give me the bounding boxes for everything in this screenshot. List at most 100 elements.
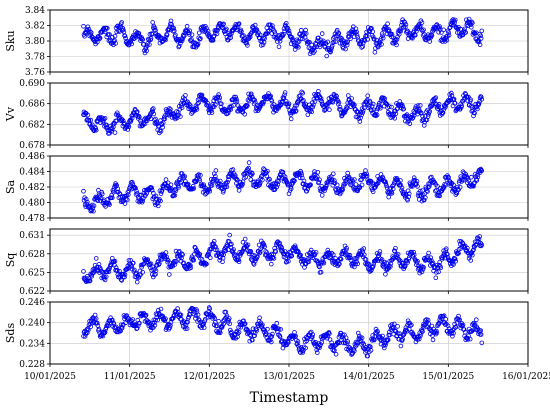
data-point [147,42,152,47]
data-point [163,316,168,322]
data-point [330,171,336,177]
data-point [406,194,412,200]
data-point [344,105,350,111]
data-point [410,35,415,41]
data-point [465,245,470,251]
data-point [309,109,315,115]
data-point [421,264,426,270]
data-point [376,251,382,257]
data-point [282,342,288,348]
data-point [318,269,324,275]
data-point [446,30,451,35]
data-point [303,31,309,36]
y-tick-label: 3.82 [25,22,45,32]
data-point [318,98,323,103]
data-point [368,348,374,353]
x-tick-label: 12/01/2025 [183,372,235,382]
data-point [267,22,273,28]
data-point [150,20,156,25]
data-point [235,334,240,340]
data-point [475,174,481,180]
data-point [300,90,306,96]
data-point [216,92,221,97]
data-point [183,93,188,98]
data-point [126,124,132,129]
data-point [117,191,123,197]
data-point [252,22,258,28]
data-point [174,259,179,264]
data-point [184,23,190,29]
data-point [282,92,287,98]
data-point [378,105,383,111]
data-point [305,186,311,192]
data-point [203,27,209,33]
data-point [344,341,350,346]
data-point [153,193,159,199]
data-point [242,321,248,327]
data-point [417,188,423,194]
data-point [321,260,327,266]
data-point [158,306,164,312]
data-point [380,35,386,41]
data-point [112,38,117,43]
data-point [254,328,260,333]
data-point [299,89,305,95]
data-point [144,48,149,53]
data-point [306,256,311,262]
data-point [396,257,402,263]
data-point [365,93,371,99]
data-point [142,312,147,318]
data-point [238,324,244,330]
data-point [365,353,371,359]
data-point [462,329,468,335]
data-point [361,252,367,258]
data-point [391,248,397,254]
data-point [312,48,317,54]
data-point [108,320,114,326]
data-point [407,121,413,127]
data-point [345,39,351,45]
data-point [260,42,266,48]
data-point [426,184,432,189]
data-point [280,169,286,175]
data-point [110,317,115,323]
data-point [144,259,149,265]
data-point [303,104,309,110]
data-point [414,28,419,34]
data-point [219,22,224,28]
data-point [344,245,349,251]
data-point [457,317,462,323]
data-point [187,101,192,107]
data-point [383,181,389,186]
data-point [345,93,351,98]
data-point [327,107,332,112]
data-point [410,115,416,120]
data-point [421,197,427,203]
series-points [81,160,485,214]
data-point [450,333,455,339]
data-point [476,39,482,45]
data-point [165,259,171,265]
data-point [179,103,184,108]
data-point [452,17,458,23]
data-point [313,250,319,255]
data-point [294,341,300,346]
data-point [392,328,398,333]
data-point [211,239,217,244]
data-point [207,188,213,194]
data-point [156,307,161,313]
data-point [93,127,99,133]
data-point [468,174,474,180]
data-point [153,268,159,274]
data-point [162,318,168,324]
data-point [243,174,249,180]
data-point [156,123,161,129]
data-point [102,274,107,280]
data-point [102,329,108,335]
data-point [448,90,454,96]
data-point [460,322,466,328]
y-tick-label: 0.686 [19,100,45,110]
data-point [339,36,344,41]
data-point [430,337,436,343]
data-point [445,323,451,329]
